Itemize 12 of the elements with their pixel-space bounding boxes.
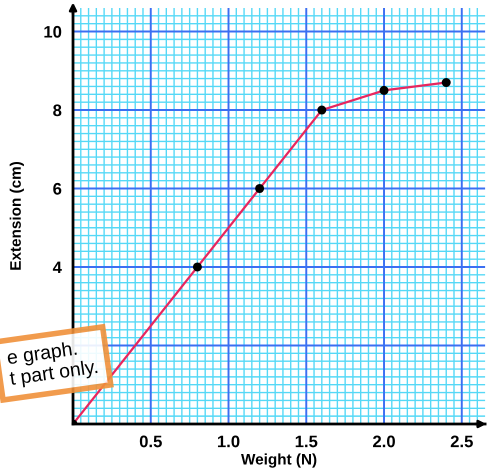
y-tick-label: 6 bbox=[53, 182, 62, 195]
y-tick-label: 4 bbox=[52, 262, 62, 274]
annotation: e graph. t part only. bbox=[6, 340, 98, 389]
x-tick-label: 1.5 bbox=[296, 436, 318, 448]
x-tick-label: 0.5 bbox=[140, 436, 162, 448]
y-tick-label: 8 bbox=[53, 104, 62, 116]
y-axis-title: Extension (cm) bbox=[10, 162, 24, 270]
x-axis-title: Weight (N) bbox=[241, 453, 316, 468]
y-tick-label: 10 bbox=[44, 26, 62, 38]
x-tick-label: 2.0 bbox=[373, 436, 395, 448]
x-tick-label: 1.0 bbox=[218, 436, 240, 448]
x-tick-label: 2.5 bbox=[450, 436, 473, 448]
